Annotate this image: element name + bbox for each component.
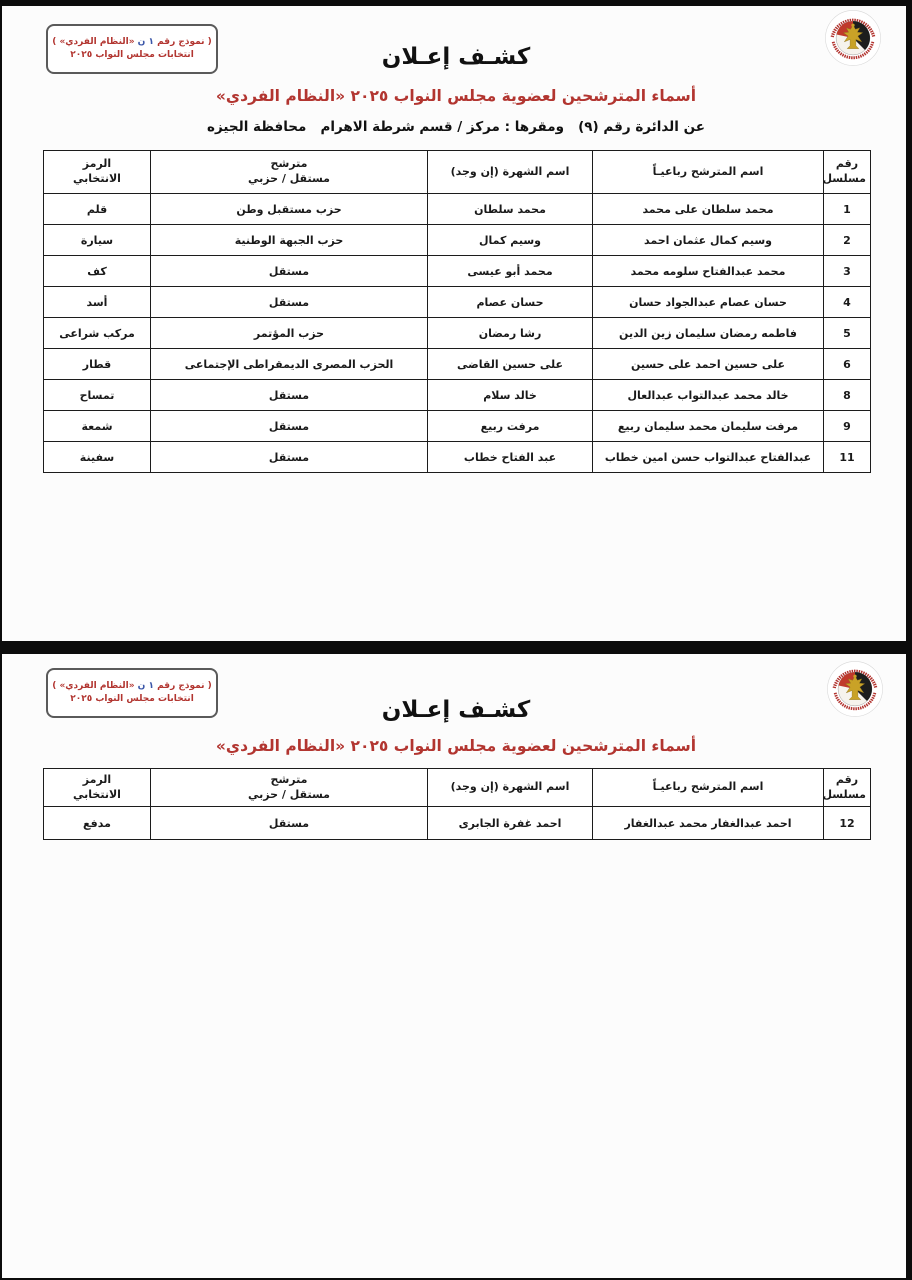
national-election-authority-logo — [824, 9, 882, 67]
serial-cell: 5 — [823, 317, 871, 349]
serial-cell: 4 — [823, 286, 871, 318]
eagle-emblem-icon — [827, 661, 883, 717]
party-cell: حزب مستقبل وطن — [150, 193, 428, 225]
famous-name-cell: احمد غفرة الجابرى — [427, 806, 593, 840]
table-row: 2 وسيم كمال عثمان احمد وسيم كمال حزب الج… — [43, 224, 871, 256]
famous-name-cell: وسيم كمال — [427, 224, 593, 256]
photo-edge-left — [0, 0, 2, 1280]
form-stamp-line2: انتخابات مجلس النواب ٢٠٢٥ — [70, 694, 194, 704]
candidate-name-cell: عبدالفتاح عبدالتواب حسن امين خطاب — [592, 441, 824, 473]
header-candidate-name: اسم المترشح رباعيـاً — [592, 150, 824, 194]
party-cell: مستقل — [150, 379, 428, 411]
form-stamp-line2: انتخابات مجلس النواب ٢٠٢٥ — [70, 50, 194, 60]
symbol-cell: سفينة — [43, 441, 151, 473]
famous-name-cell: مرفت ربيع — [427, 410, 593, 442]
table-row: 1 محمد سلطان على محمد محمد سلطان حزب مست… — [43, 193, 871, 225]
symbol-cell: مركب شراعى — [43, 317, 151, 349]
page2-subtitle: أسماء المترشحين لعضوية مجلس النواب ٢٠٢٥ … — [215, 737, 697, 755]
symbol-cell: أسد — [43, 286, 151, 318]
form-stamp-box: ( نموذج رقم ١ ن «النظام الفردي» ) انتخاب… — [46, 24, 218, 74]
symbol-cell: كف — [43, 255, 151, 287]
serial-cell: 11 — [823, 441, 871, 473]
table-row: 6 على حسين احمد على حسين على حسين القاضى… — [43, 348, 871, 380]
table-row: 3 محمد عبدالفتاح سلومه محمد محمد أبو عيس… — [43, 255, 871, 287]
serial-cell: 6 — [823, 348, 871, 380]
serial-cell: 3 — [823, 255, 871, 287]
famous-name-cell: محمد سلطان — [427, 193, 593, 225]
candidate-name-cell: على حسين احمد على حسين — [592, 348, 824, 380]
form-stamp-line1: ( نموذج رقم ١ ن «النظام الفردي» ) — [52, 680, 212, 691]
famous-name-cell: خالد سلام — [427, 379, 593, 411]
page1-title: كشـف إعـلان — [381, 44, 531, 70]
party-cell: مستقل — [150, 806, 428, 840]
candidate-name-cell: محمد عبدالفتاح سلومه محمد — [592, 255, 824, 287]
candidates-table-page1: رقم مسلسل اسم المترشح رباعيـاً اسم الشهرة… — [43, 150, 871, 473]
header-candidate-name: اسم المترشح رباعيـاً — [592, 768, 824, 807]
party-cell: مستقل — [150, 441, 428, 473]
candidates-table-page2: رقم مسلسل اسم المترشح رباعيـاً اسم الشهرة… — [43, 768, 871, 840]
national-election-authority-logo — [826, 660, 884, 718]
symbol-cell: تمساح — [43, 379, 151, 411]
header-famous-name: اسم الشهرة (إن وجد) — [427, 768, 593, 807]
party-cell: الحزب المصرى الديمقراطى الإجتماعى — [150, 348, 428, 380]
symbol-cell: سيارة — [43, 224, 151, 256]
party-cell: مستقل — [150, 255, 428, 287]
eagle-emblem-icon — [825, 10, 881, 66]
famous-name-cell: على حسين القاضى — [427, 348, 593, 380]
table-row: 4 حسان عصام عبدالجواد حسان حسان عصام مست… — [43, 286, 871, 318]
photo-edge-top — [0, 0, 912, 6]
header-party: مترشح مستقل / حزبي — [150, 768, 428, 807]
candidate-name-cell: وسيم كمال عثمان احمد — [592, 224, 824, 256]
table-row: 8 خالد محمد عبدالتواب عبدالعال خالد سلام… — [43, 379, 871, 411]
form-stamp-box: ( نموذج رقم ١ ن «النظام الفردي» ) انتخاب… — [46, 668, 218, 718]
party-cell: مستقل — [150, 286, 428, 318]
candidate-name-cell: حسان عصام عبدالجواد حسان — [592, 286, 824, 318]
header-party: مترشح مستقل / حزبي — [150, 150, 428, 194]
symbol-cell: شمعة — [43, 410, 151, 442]
serial-cell: 12 — [823, 806, 871, 840]
table-row: 12 احمد عبدالغفار محمد عبدالغفار احمد غف… — [43, 806, 871, 840]
famous-name-cell: حسان عصام — [427, 286, 593, 318]
serial-cell: 1 — [823, 193, 871, 225]
table-header-row: رقم مسلسل اسم المترشح رباعيـاً اسم الشهرة… — [43, 150, 871, 194]
page1-subtitle: أسماء المترشحين لعضوية مجلس النواب ٢٠٢٥ … — [215, 87, 697, 105]
table-header-row: رقم مسلسل اسم المترشح رباعيـاً اسم الشهرة… — [43, 768, 871, 807]
symbol-cell: قلم — [43, 193, 151, 225]
page-divider-bar — [0, 641, 912, 654]
party-cell: مستقل — [150, 410, 428, 442]
table-row: 9 مرفت سليمان محمد سليمان ربيع مرفت ربيع… — [43, 410, 871, 442]
header-electoral-symbol: الرمز الانتخابي — [43, 768, 151, 807]
form-stamp-line1: ( نموذج رقم ١ ن «النظام الفردي» ) — [52, 36, 212, 47]
serial-cell: 8 — [823, 379, 871, 411]
table-row: 11 عبدالفتاح عبدالتواب حسن امين خطاب عبد… — [43, 441, 871, 473]
header-electoral-symbol: الرمز الانتخابي — [43, 150, 151, 194]
candidate-name-cell: خالد محمد عبدالتواب عبدالعال — [592, 379, 824, 411]
page2-title: كشـف إعـلان — [381, 697, 531, 723]
candidate-name-cell: احمد عبدالغفار محمد عبدالغفار — [592, 806, 824, 840]
photo-edge-bottom — [0, 1278, 912, 1280]
photo-edge-right — [906, 0, 912, 1280]
candidate-name-cell: فاطمه رمضان سليمان زين الدين — [592, 317, 824, 349]
header-serial: رقم مسلسل — [823, 150, 871, 194]
symbol-cell: مدفع — [43, 806, 151, 840]
famous-name-cell: رشا رمضان — [427, 317, 593, 349]
serial-cell: 2 — [823, 224, 871, 256]
party-cell: حزب المؤتمر — [150, 317, 428, 349]
symbol-cell: قطار — [43, 348, 151, 380]
page1-district-line: عن الدائرة رقم (٩) ومقرها : مركز / قسم ش… — [207, 119, 705, 135]
header-serial: رقم مسلسل — [823, 768, 871, 807]
header-famous-name: اسم الشهرة (إن وجد) — [427, 150, 593, 194]
candidate-name-cell: مرفت سليمان محمد سليمان ربيع — [592, 410, 824, 442]
famous-name-cell: عبد الفتاح خطاب — [427, 441, 593, 473]
table-row: 5 فاطمه رمضان سليمان زين الدين رشا رمضان… — [43, 317, 871, 349]
candidate-name-cell: محمد سلطان على محمد — [592, 193, 824, 225]
party-cell: حزب الجبهة الوطنية — [150, 224, 428, 256]
serial-cell: 9 — [823, 410, 871, 442]
famous-name-cell: محمد أبو عيسى — [427, 255, 593, 287]
